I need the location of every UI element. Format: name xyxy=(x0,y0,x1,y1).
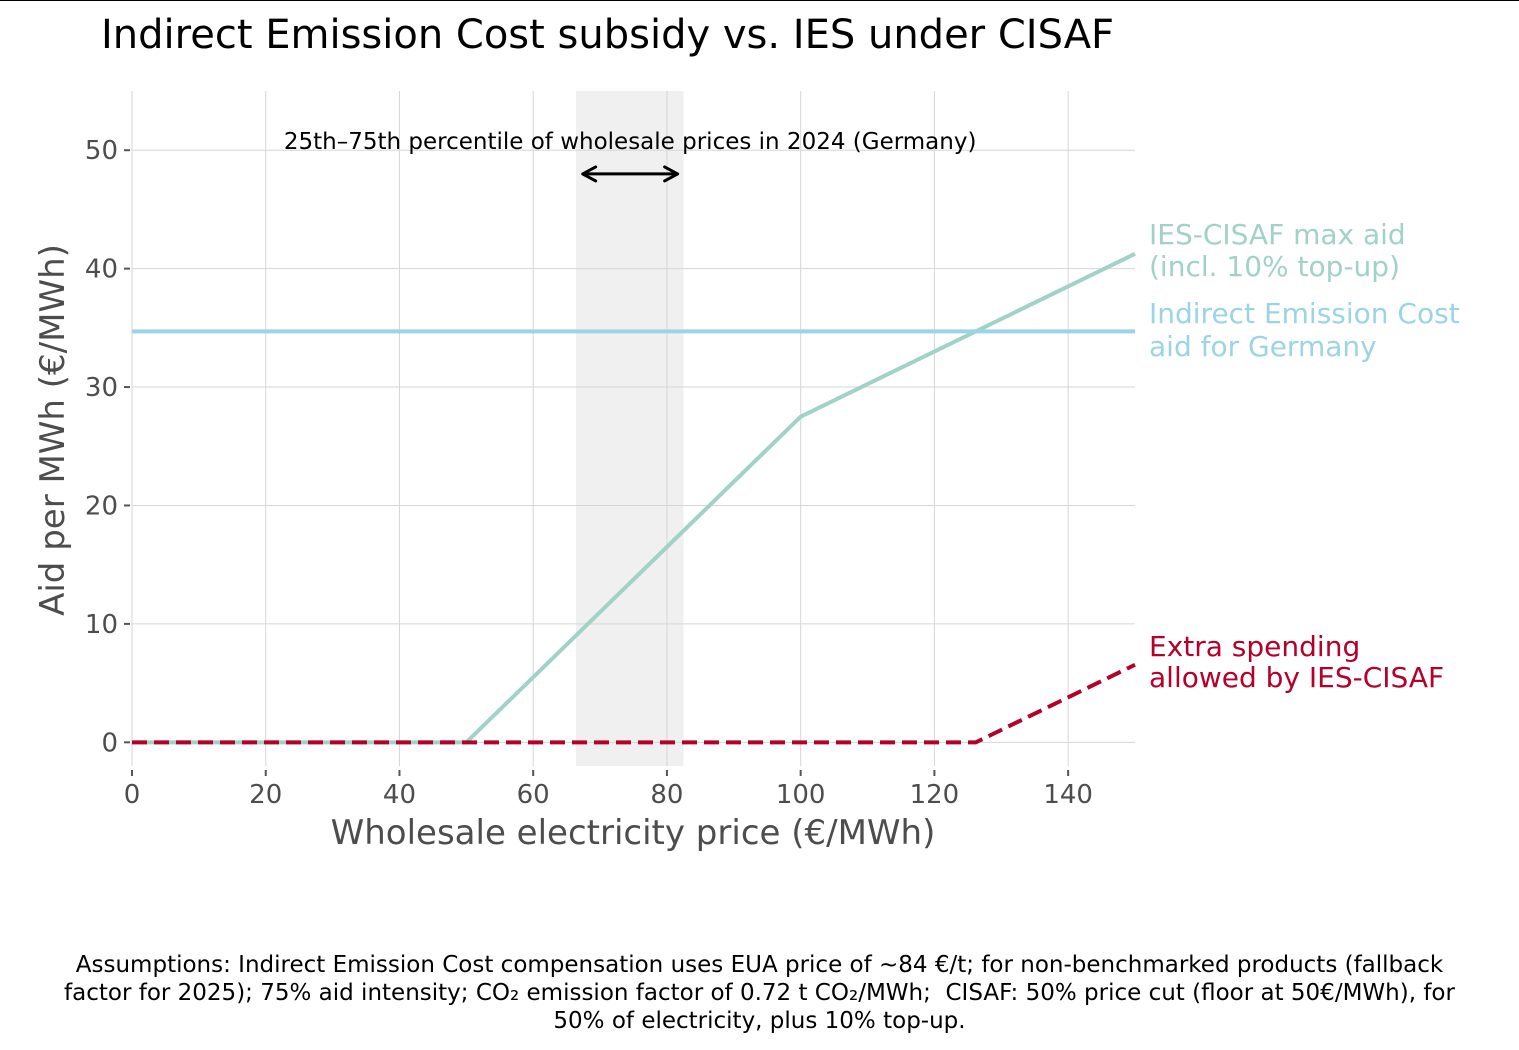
chart: 25th–75th percentile of wholesale prices… xyxy=(33,12,1460,853)
y-tick-label: 10 xyxy=(85,610,118,640)
y-tick-label: 40 xyxy=(85,255,118,285)
series-label: aid for Germany xyxy=(1149,330,1377,363)
series-label: Indirect Emission Cost xyxy=(1149,297,1460,330)
footnote-line: 50% of electricity, plus 10% top-up. xyxy=(553,1008,966,1034)
series-label: allowed by IES-CISAF xyxy=(1149,661,1444,694)
x-tick-label: 60 xyxy=(517,780,550,810)
x-tick-label: 40 xyxy=(383,780,416,810)
x-tick-label: 20 xyxy=(249,780,282,810)
assumptions-footnote: Assumptions: Indirect Emission Cost comp… xyxy=(0,951,1519,1035)
y-tick-label: 30 xyxy=(85,373,118,403)
arrow-left-head-icon xyxy=(581,165,598,183)
y-tick-label: 50 xyxy=(85,136,118,166)
chart-title: Indirect Emission Cost subsidy vs. IES u… xyxy=(101,12,1114,58)
top-border xyxy=(0,0,1519,1)
series-label: Extra spending xyxy=(1149,630,1360,663)
footnote-line: Assumptions: Indirect Emission Cost comp… xyxy=(75,952,1444,978)
series-label: IES-CISAF max aid xyxy=(1149,218,1406,251)
arrow-right-head-icon xyxy=(663,165,680,183)
percentile-annotation: 25th–75th percentile of wholesale prices… xyxy=(284,129,977,155)
series-line-2 xyxy=(132,662,1136,745)
footnote-line: factor for 2025); 75% aid intensity; CO₂… xyxy=(64,980,1455,1006)
y-axis-label: Aid per MWh (€/MWh) xyxy=(33,244,73,616)
series-label: (incl. 10% top-up) xyxy=(1149,250,1400,283)
x-tick-label: 80 xyxy=(650,780,683,810)
x-tick-label: 100 xyxy=(776,780,826,810)
percentile-band xyxy=(575,91,684,766)
x-tick-label: 140 xyxy=(1043,780,1093,810)
y-tick-label: 20 xyxy=(85,491,118,521)
y-tick-label: 0 xyxy=(101,728,118,758)
x-axis-label: Wholesale electricity price (€/MWh) xyxy=(331,813,936,853)
x-tick-label: 120 xyxy=(910,780,960,810)
x-tick-label: 0 xyxy=(124,780,141,810)
